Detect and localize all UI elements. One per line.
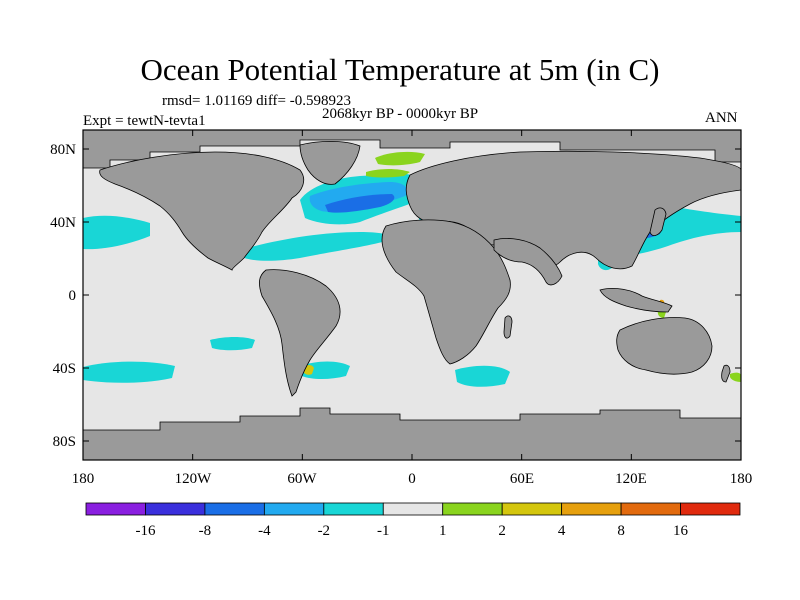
map-title: Ocean Potential Temperature at 5m (in C)	[140, 52, 660, 87]
period-label: 2068kyr BP - 0000kyr BP	[322, 106, 479, 122]
season-label: ANN	[705, 110, 738, 126]
colorbar-label: -16	[135, 523, 155, 539]
experiment-label: Expt = tewtN-tevta1	[83, 113, 206, 129]
colorbar-box	[382, 502, 444, 516]
colorbar-label: 8	[617, 523, 625, 539]
lat-tick-label: 0	[69, 288, 77, 304]
land-australia	[616, 317, 713, 375]
lon-tick-label: 120E	[615, 471, 647, 487]
anomaly-tasman	[730, 372, 741, 382]
colorbar-label: -4	[258, 523, 271, 539]
anomaly-south-atlantic	[300, 361, 350, 379]
land-layer	[83, 130, 741, 460]
colorbar: -16 -8 -4 -2 -1 1 2 4 8 16	[85, 502, 741, 539]
colorbar-label: -8	[199, 523, 212, 539]
colorbar-label: 2	[498, 523, 506, 539]
lon-tick-label: 180	[730, 471, 753, 487]
lon-tick-label: 60E	[510, 471, 534, 487]
anomaly-north-pacific	[83, 215, 150, 250]
colorbar-label: -1	[377, 523, 390, 539]
lon-tick-label: 0	[408, 471, 416, 487]
land-north-america	[99, 151, 305, 271]
anomaly-south-indian	[455, 365, 510, 387]
map-plot-area	[83, 130, 741, 460]
colorbar-box	[501, 502, 563, 516]
colorbar-box	[561, 502, 622, 516]
stats-label: rmsd= 1.01169 diff= -0.598923	[162, 93, 351, 109]
lat-tick-label: 40S	[53, 361, 76, 377]
land-arctic	[83, 130, 741, 169]
colorbar-label: -2	[318, 523, 331, 539]
lon-tick-label: 120W	[175, 471, 213, 487]
colorbar-box	[442, 502, 503, 516]
lon-tick-label: 60W	[287, 471, 317, 487]
colorbar-box	[620, 502, 681, 516]
land-africa	[381, 219, 511, 365]
colorbar-box	[145, 502, 206, 516]
anomaly-barents-warm	[375, 151, 425, 166]
colorbar-box	[323, 502, 384, 516]
land-maritime-continent	[599, 288, 673, 313]
land-new-zealand	[721, 364, 731, 383]
anomaly-north-atlantic-core	[325, 194, 395, 213]
land-madagascar	[503, 315, 513, 339]
anomaly-subtropical-atlantic	[240, 232, 392, 261]
colorbar-box	[85, 502, 146, 516]
lon-tick-label: 180	[72, 471, 95, 487]
land-greenland	[299, 140, 361, 185]
tick-marks	[82, 130, 742, 460]
anomaly-south-pacific	[83, 361, 175, 383]
colorbar-box	[263, 502, 325, 516]
land-japan	[649, 207, 667, 236]
colorbar-label: 1	[439, 523, 447, 539]
anomaly-south-pacific-2	[210, 337, 255, 351]
colorbar-label: 16	[673, 523, 689, 539]
lat-tick-label: 80S	[53, 434, 76, 450]
land-south-america	[258, 269, 341, 397]
anomaly-norwegian-warm	[366, 169, 410, 178]
land-south-asia	[493, 238, 563, 286]
colorbar-box	[680, 502, 741, 516]
colorbar-label: 4	[558, 523, 566, 539]
lat-tick-label: 80N	[50, 142, 76, 158]
colorbar-box	[204, 502, 265, 516]
lat-tick-label: 40N	[50, 215, 76, 231]
land-antarctica	[83, 407, 741, 460]
